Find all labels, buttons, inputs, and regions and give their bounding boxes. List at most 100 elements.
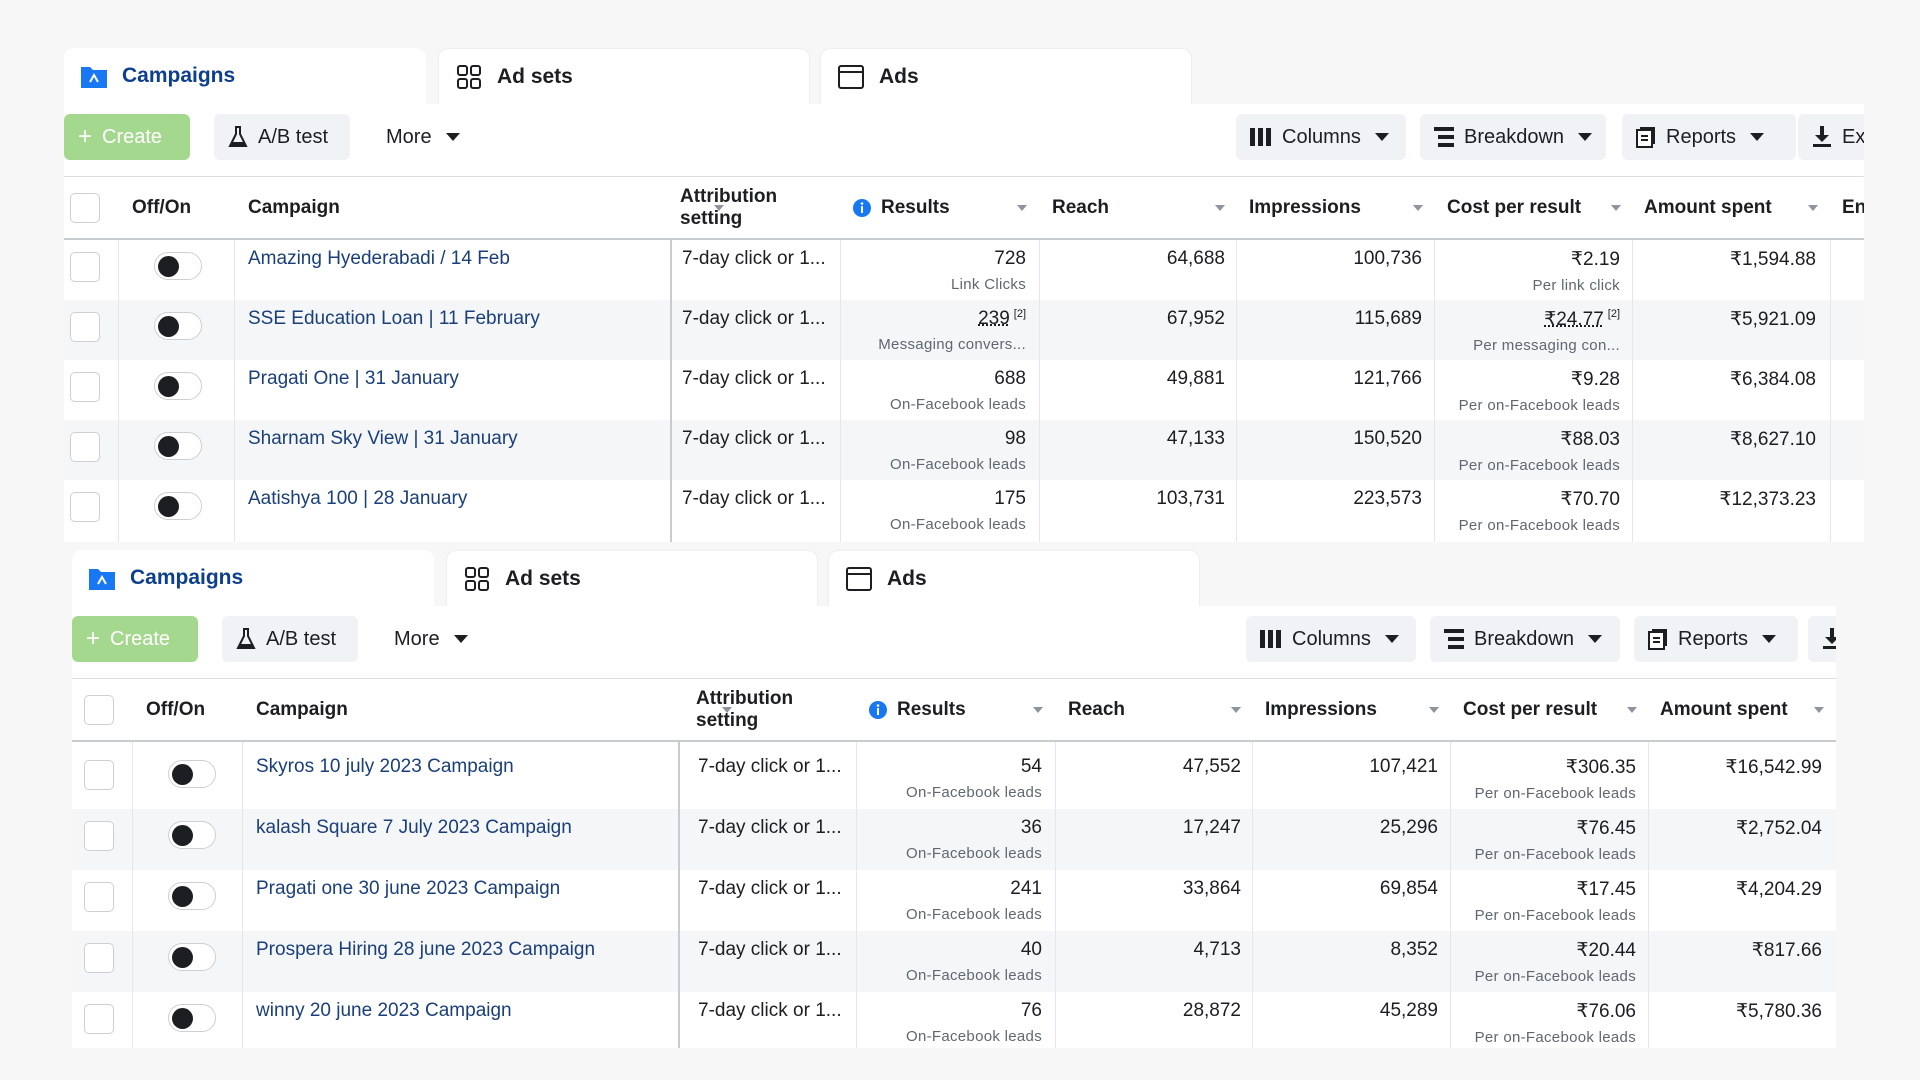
toggle-knob [158, 496, 179, 517]
status-toggle[interactable] [168, 760, 216, 788]
campaign-link[interactable]: Pragati one 30 june 2023 Campaign [256, 878, 561, 899]
header-attribution[interactable]: Attribution setting [668, 177, 838, 239]
status-toggle[interactable] [168, 1004, 216, 1032]
row-checkbox[interactable] [84, 882, 114, 912]
header-amount-spent[interactable]: Amount spent [1632, 177, 1830, 239]
more-label: More [394, 627, 440, 650]
cost-per-result-cell: ₹17.45 Per on-Facebook leads [1450, 870, 1648, 932]
tab-adsets-label: Ad sets [505, 566, 581, 590]
attribution-value: 7-day click or 1... [698, 756, 842, 777]
plus-icon: + [78, 123, 93, 150]
tab-ads[interactable]: Ads [828, 550, 1200, 606]
columns-dropdown[interactable]: Columns [1236, 114, 1406, 160]
amount-spent-cell: ₹8,627.10 [1632, 420, 1828, 482]
columns-icon [1260, 630, 1282, 648]
row-checkbox[interactable] [70, 252, 100, 282]
columns-icon [1250, 128, 1272, 146]
sort-icon [722, 707, 732, 713]
status-toggle[interactable] [168, 821, 216, 849]
breakdown-dropdown[interactable]: Breakdown [1430, 616, 1620, 662]
row-checkbox[interactable] [70, 312, 100, 342]
row-checkbox[interactable] [70, 372, 100, 402]
campaign-link[interactable]: Prospera Hiring 28 june 2023 Campaign [256, 939, 596, 960]
header-impressions-label: Impressions [1249, 197, 1361, 218]
header-campaign[interactable]: Campaign [236, 177, 736, 239]
header-cost-per-result[interactable]: Cost per result [1435, 177, 1633, 239]
create-label: Create [110, 627, 171, 650]
header-amount-spent[interactable]: Amount spent [1648, 679, 1836, 741]
reports-dropdown[interactable]: Reports [1634, 616, 1798, 662]
campaign-link[interactable]: SSE Education Loan | 11 February [248, 308, 540, 329]
header-campaign[interactable]: Campaign [244, 679, 744, 741]
header-ends[interactable]: En [1830, 177, 1864, 239]
select-all-checkbox[interactable] [84, 695, 114, 725]
header-reach[interactable]: Reach [1040, 177, 1237, 239]
campaign-link[interactable]: Sharnam Sky View | 31 January [248, 428, 518, 449]
status-toggle[interactable] [154, 372, 202, 400]
column-divider [1434, 240, 1435, 542]
more-dropdown[interactable]: More [372, 114, 474, 160]
campaign-link[interactable]: winny 20 june 2023 Campaign [256, 1000, 512, 1021]
tab-campaigns[interactable]: Campaigns [72, 550, 434, 606]
status-toggle[interactable] [168, 943, 216, 971]
chevron-down-icon [453, 635, 468, 643]
table-row: Pragati One | 31 January 7-day click or 1… [64, 360, 1864, 420]
ab-test-button[interactable]: A/B test [214, 114, 350, 160]
row-checkbox[interactable] [70, 432, 100, 462]
campaign-link[interactable]: kalash Square 7 July 2023 Campaign [256, 817, 572, 838]
column-divider [1830, 240, 1831, 542]
header-campaign-label: Campaign [256, 699, 348, 720]
create-button[interactable]: + Create [72, 616, 198, 662]
tab-campaigns[interactable]: Campaigns [64, 48, 426, 104]
amount-spent-cell: ₹6,384.08 [1632, 360, 1828, 422]
results-value: 98 [1004, 428, 1026, 449]
reports-dropdown[interactable]: Reports [1622, 114, 1796, 160]
campaign-link[interactable]: Skyros 10 july 2023 Campaign [256, 756, 514, 777]
header-attribution[interactable]: Attribution setting [684, 679, 854, 741]
attribution-value: 7-day click or 1... [682, 368, 826, 389]
toggle-knob [158, 436, 179, 457]
create-button[interactable]: + Create [64, 114, 190, 160]
header-reach[interactable]: Reach [1056, 679, 1253, 741]
export-button[interactable]: Ex [1798, 114, 1864, 160]
export-button[interactable] [1808, 616, 1836, 662]
folder-icon [80, 62, 108, 90]
table-body: Skyros 10 july 2023 Campaign 7-day click … [72, 742, 1836, 1048]
attribution-cell: 7-day click or 1... [670, 480, 842, 542]
results-type: On-Facebook leads [905, 1028, 1042, 1045]
row-checkbox[interactable] [84, 760, 114, 790]
select-all-checkbox[interactable] [70, 193, 100, 223]
campaign-link[interactable]: Amazing Hyederabadi / 14 Feb [248, 248, 510, 269]
row-checkbox[interactable] [84, 821, 114, 851]
row-checkbox[interactable] [84, 1004, 114, 1034]
header-results[interactable]: Results [841, 177, 1039, 239]
status-toggle[interactable] [168, 882, 216, 910]
row-checkbox[interactable] [84, 943, 114, 973]
header-impressions[interactable]: Impressions [1253, 679, 1451, 741]
header-impressions[interactable]: Impressions [1237, 177, 1435, 239]
row-checkbox[interactable] [70, 492, 100, 522]
header-results[interactable]: Results [857, 679, 1055, 741]
header-offon[interactable]: Off/On [120, 177, 238, 239]
tab-adsets[interactable]: Ad sets [438, 48, 810, 104]
tab-ads[interactable]: Ads [820, 48, 1192, 104]
tab-adsets[interactable]: Ad sets [446, 550, 818, 606]
results-value: 54 [1020, 756, 1042, 777]
status-toggle[interactable] [154, 492, 202, 520]
breakdown-dropdown[interactable]: Breakdown [1420, 114, 1606, 160]
ab-test-button[interactable]: A/B test [222, 616, 358, 662]
status-toggle[interactable] [154, 252, 202, 280]
header-cost-per-result[interactable]: Cost per result [1451, 679, 1649, 741]
more-dropdown[interactable]: More [380, 616, 482, 662]
campaign-name-cell: Pragati one 30 june 2023 Campaign [244, 870, 664, 932]
impressions-value: 121,766 [1353, 368, 1422, 389]
status-toggle[interactable] [154, 432, 202, 460]
cost-type: Per on-Facebook leads [1474, 846, 1636, 863]
status-toggle[interactable] [154, 312, 202, 340]
campaign-link[interactable]: Aatishya 100 | 28 January [248, 488, 468, 509]
header-offon[interactable]: Off/On [134, 679, 252, 741]
sort-icon [1627, 707, 1637, 713]
reach-value: 47,552 [1182, 756, 1241, 777]
columns-dropdown[interactable]: Columns [1246, 616, 1416, 662]
campaign-link[interactable]: Pragati One | 31 January [248, 368, 459, 389]
